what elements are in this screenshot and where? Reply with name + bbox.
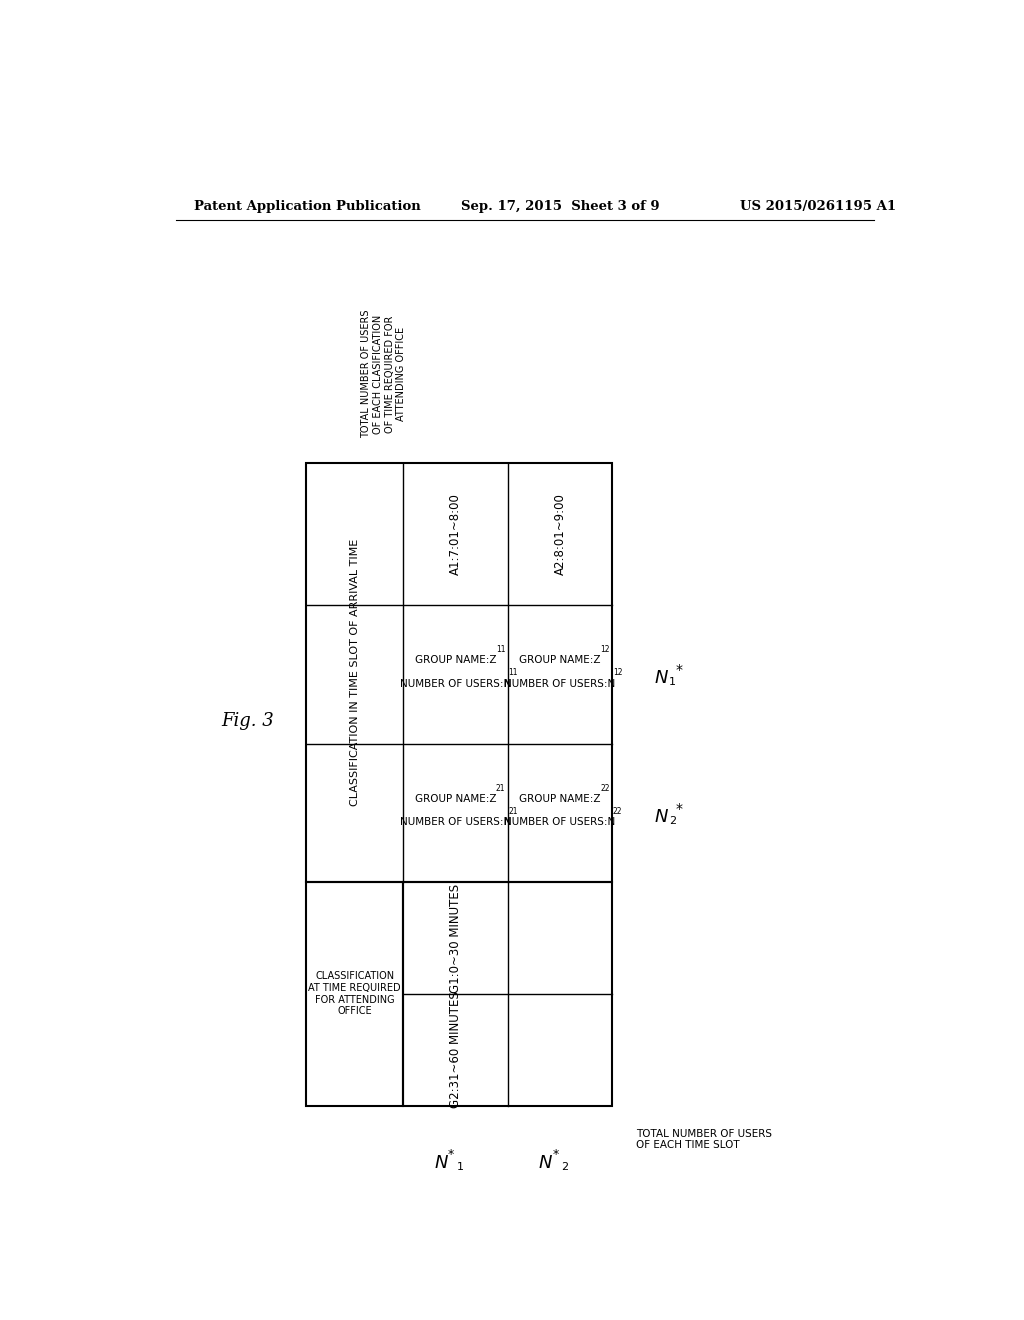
Text: NUMBER OF USERS:N: NUMBER OF USERS:N xyxy=(399,817,511,828)
Text: NUMBER OF USERS:N: NUMBER OF USERS:N xyxy=(399,678,511,689)
Bar xyxy=(306,462,612,882)
Text: 1: 1 xyxy=(669,677,676,686)
Text: N: N xyxy=(655,669,669,688)
Text: NUMBER OF USERS:N: NUMBER OF USERS:N xyxy=(505,817,615,828)
Text: US 2015/0261195 A1: US 2015/0261195 A1 xyxy=(740,199,896,213)
Text: 1: 1 xyxy=(457,1162,464,1172)
Text: GROUP NAME:Z: GROUP NAME:Z xyxy=(519,795,601,804)
Text: Fig. 3: Fig. 3 xyxy=(222,711,274,730)
Text: 11: 11 xyxy=(508,668,518,677)
Text: 11: 11 xyxy=(496,645,505,655)
Text: *: * xyxy=(675,803,682,816)
Text: GROUP NAME:Z: GROUP NAME:Z xyxy=(415,795,497,804)
Text: *: * xyxy=(552,1147,558,1160)
Text: GROUP NAME:Z: GROUP NAME:Z xyxy=(415,656,497,665)
Text: Patent Application Publication: Patent Application Publication xyxy=(194,199,421,213)
Text: CLASSIFICATION IN TIME SLOT OF ARRIVAL TIME: CLASSIFICATION IN TIME SLOT OF ARRIVAL T… xyxy=(349,539,359,807)
Text: 2: 2 xyxy=(669,816,676,825)
Text: 22: 22 xyxy=(600,784,610,793)
Text: A2:8:01~9:00: A2:8:01~9:00 xyxy=(554,492,566,574)
Text: 12: 12 xyxy=(600,645,610,655)
Text: *: * xyxy=(675,664,682,677)
Text: A1:7:01~8:00: A1:7:01~8:00 xyxy=(449,492,462,574)
Text: CLASSIFICATION
AT TIME REQUIRED
FOR ATTENDING
OFFICE: CLASSIFICATION AT TIME REQUIRED FOR ATTE… xyxy=(308,972,401,1016)
Bar xyxy=(306,882,403,1106)
Text: 21: 21 xyxy=(508,807,518,816)
Text: G2:31~60 MINUTES: G2:31~60 MINUTES xyxy=(449,991,462,1107)
Text: Sep. 17, 2015  Sheet 3 of 9: Sep. 17, 2015 Sheet 3 of 9 xyxy=(461,199,659,213)
Text: N: N xyxy=(655,808,669,826)
Text: TOTAL NUMBER OF USERS
OF EACH CLASIFICATION
OF TIME REQUIRED FOR
ATTENDING OFFIC: TOTAL NUMBER OF USERS OF EACH CLASIFICAT… xyxy=(361,310,407,438)
Bar xyxy=(403,882,612,1106)
Text: GROUP NAME:Z: GROUP NAME:Z xyxy=(519,656,601,665)
Text: NUMBER OF USERS:N: NUMBER OF USERS:N xyxy=(505,678,615,689)
Text: 2: 2 xyxy=(561,1162,568,1172)
Text: N: N xyxy=(539,1154,552,1172)
Text: 12: 12 xyxy=(612,668,623,677)
Text: G1:0~30 MINUTES: G1:0~30 MINUTES xyxy=(449,883,462,993)
Text: *: * xyxy=(447,1147,454,1160)
Text: 22: 22 xyxy=(612,807,623,816)
Text: N: N xyxy=(434,1154,447,1172)
Text: 21: 21 xyxy=(496,784,505,793)
Text: TOTAL NUMBER OF USERS
OF EACH TIME SLOT: TOTAL NUMBER OF USERS OF EACH TIME SLOT xyxy=(636,1129,772,1150)
